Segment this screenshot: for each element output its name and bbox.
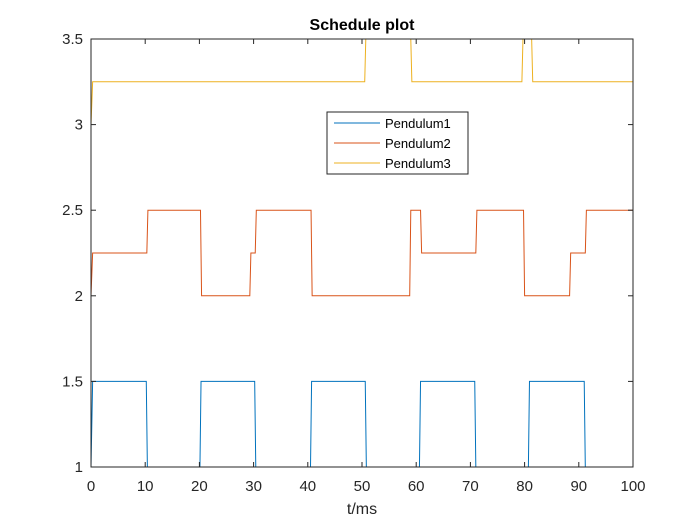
y-tick-label: 3.5 <box>62 31 83 48</box>
x-tick-label: 70 <box>462 478 479 495</box>
x-tick-label: 80 <box>516 478 533 495</box>
axes-box <box>90 38 634 468</box>
x-axis: 0 10 20 30 40 50 60 70 80 90 100 <box>87 39 646 495</box>
x-tick-label: 50 <box>354 478 371 495</box>
series-line-pendulum1 <box>90 380 633 468</box>
x-tick-label: 20 <box>191 478 208 495</box>
x-tick-label: 90 <box>570 478 587 495</box>
y-tick-label: 1 <box>75 459 83 476</box>
y-tick-label: 2 <box>75 288 83 305</box>
legend-label-pendulum3: Pendulum3 <box>385 156 451 171</box>
x-tick-label: 0 <box>87 478 95 495</box>
x-axis-title: t/ms <box>347 501 377 518</box>
legend-label-pendulum1: Pendulum1 <box>385 116 451 131</box>
legend: Pendulum1 Pendulum2 Pendulum3 <box>326 111 469 175</box>
y-tick-label: 2.5 <box>62 202 83 219</box>
y-axis: 1 1.5 2 2.5 3 3.5 <box>62 31 633 476</box>
plot-lines <box>90 38 633 468</box>
series-line-pendulum3 <box>90 38 633 125</box>
x-tick-label: 40 <box>299 478 316 495</box>
y-tick-label: 1.5 <box>62 373 83 390</box>
x-tick-label: 100 <box>620 478 645 495</box>
legend-label-pendulum2: Pendulum2 <box>385 136 451 151</box>
x-tick-label: 30 <box>245 478 262 495</box>
x-tick-label: 10 <box>137 478 154 495</box>
legend-entries: Pendulum1 Pendulum2 Pendulum3 <box>334 116 451 171</box>
y-tick-label: 3 <box>75 117 83 134</box>
chart-title: Schedule plot <box>310 17 416 34</box>
x-tick-label: 60 <box>408 478 425 495</box>
series-line-pendulum2 <box>90 209 633 297</box>
